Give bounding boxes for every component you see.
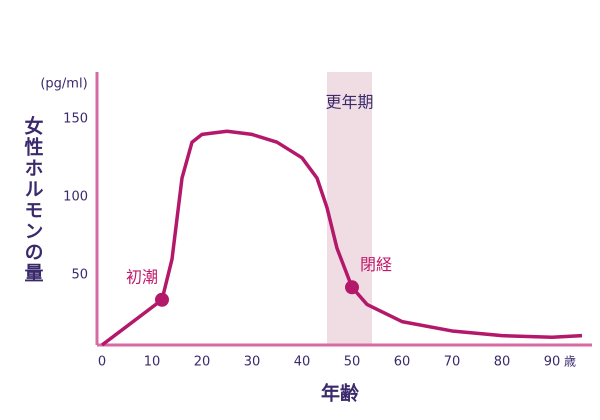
x-tick-label: 40 [294,355,311,370]
region-label: 更年期 [325,93,373,112]
x-tick-label: 50 [344,355,361,370]
x-tick-label: 60 [394,355,411,370]
y-tick-label: 100 [63,189,88,204]
y-tick-label: 150 [63,111,88,126]
annotation-marker [345,280,359,295]
y-tick-label: 50 [71,267,88,282]
data-line [100,129,583,347]
x-tick-label: 80 [494,355,511,370]
x-unit: 歳 [564,355,576,369]
x-tick-label: 70 [444,355,461,370]
x-tick-label: 10 [144,355,161,370]
annotation-marker [155,292,169,307]
x-tick-label: 20 [194,355,211,370]
x-tick-label: 30 [244,355,261,370]
x-tick-label: 90 [544,355,561,370]
x-axis-label: 年齢 [321,382,360,405]
y-unit: (pg/ml) [40,77,87,92]
annotation-label: 初潮 [126,267,158,286]
y-axis-label: 女性ホルモンの量 [22,115,44,284]
annotation-label: 閉経 [360,255,392,274]
x-tick-label: 0 [98,355,106,370]
